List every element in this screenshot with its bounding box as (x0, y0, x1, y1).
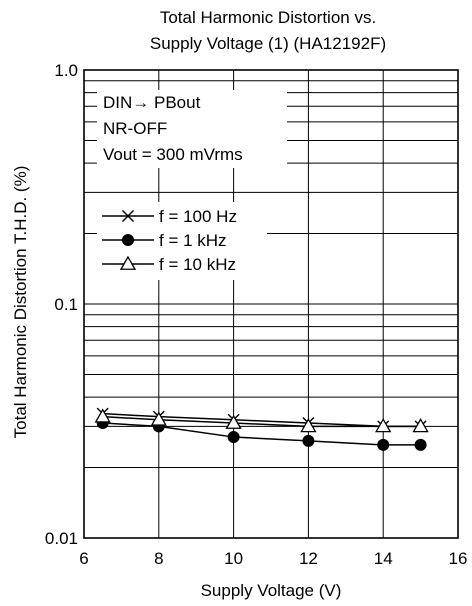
series-line-1 (102, 422, 421, 446)
legend-marker-0 (122, 210, 134, 222)
data-point-s2-4 (375, 418, 392, 433)
y-tick-label: 1.0 (54, 61, 78, 80)
x-tick-label: 16 (449, 549, 468, 568)
x-axis-title: Supply Voltage (V) (201, 581, 342, 600)
legend: f = 100 Hz f = 1 kHz f = 10 kHz (97, 202, 267, 280)
series-line-2 (102, 415, 421, 428)
legend-marker-2 (119, 255, 137, 270)
chart-title-line-1: Total Harmonic Distortion vs. (160, 8, 376, 27)
data-markers (94, 407, 429, 451)
data-point-s2-0 (94, 408, 111, 423)
data-point-s1-5 (414, 438, 427, 451)
y-tick-label: 0.1 (54, 295, 78, 314)
legend-label-2: f = 10 kHz (159, 255, 236, 274)
condition-path: DIN→ PBout (103, 93, 201, 112)
series-lines (102, 412, 421, 446)
condition-nr: NR-OFF (103, 119, 167, 138)
x-tick-labels: 6 8 10 12 14 16 (79, 549, 467, 568)
y-tick-label: 0.01 (45, 529, 78, 548)
data-point-s2-5 (412, 418, 429, 433)
legend-marker-1 (122, 234, 134, 246)
x-tick-label: 8 (154, 549, 163, 568)
data-point-s1-3 (302, 434, 315, 447)
data-point-s2-1 (150, 411, 167, 426)
x-tick-label: 14 (374, 549, 393, 568)
x-tick-label: 12 (299, 549, 318, 568)
x-tick-label: 6 (79, 549, 88, 568)
data-point-s2-2 (225, 414, 242, 429)
data-point-s1-4 (377, 438, 390, 451)
y-axis-title: Total Harmonic Distortion T.H.D. (%) (11, 166, 30, 439)
chart-title-line-2: Supply Voltage (1) (HA12192F) (150, 34, 386, 53)
legend-label-0: f = 100 Hz (159, 207, 237, 226)
y-tick-labels: 0.01 0.1 1.0 (45, 61, 78, 548)
conditions-background (97, 90, 287, 168)
legend-label-1: f = 1 kHz (159, 231, 227, 250)
data-point-s2-3 (300, 418, 317, 433)
x-tick-label: 10 (224, 549, 243, 568)
condition-vout: Vout = 300 mVrms (103, 145, 243, 164)
data-point-s1-2 (227, 431, 240, 444)
plot-frame (83, 69, 459, 539)
